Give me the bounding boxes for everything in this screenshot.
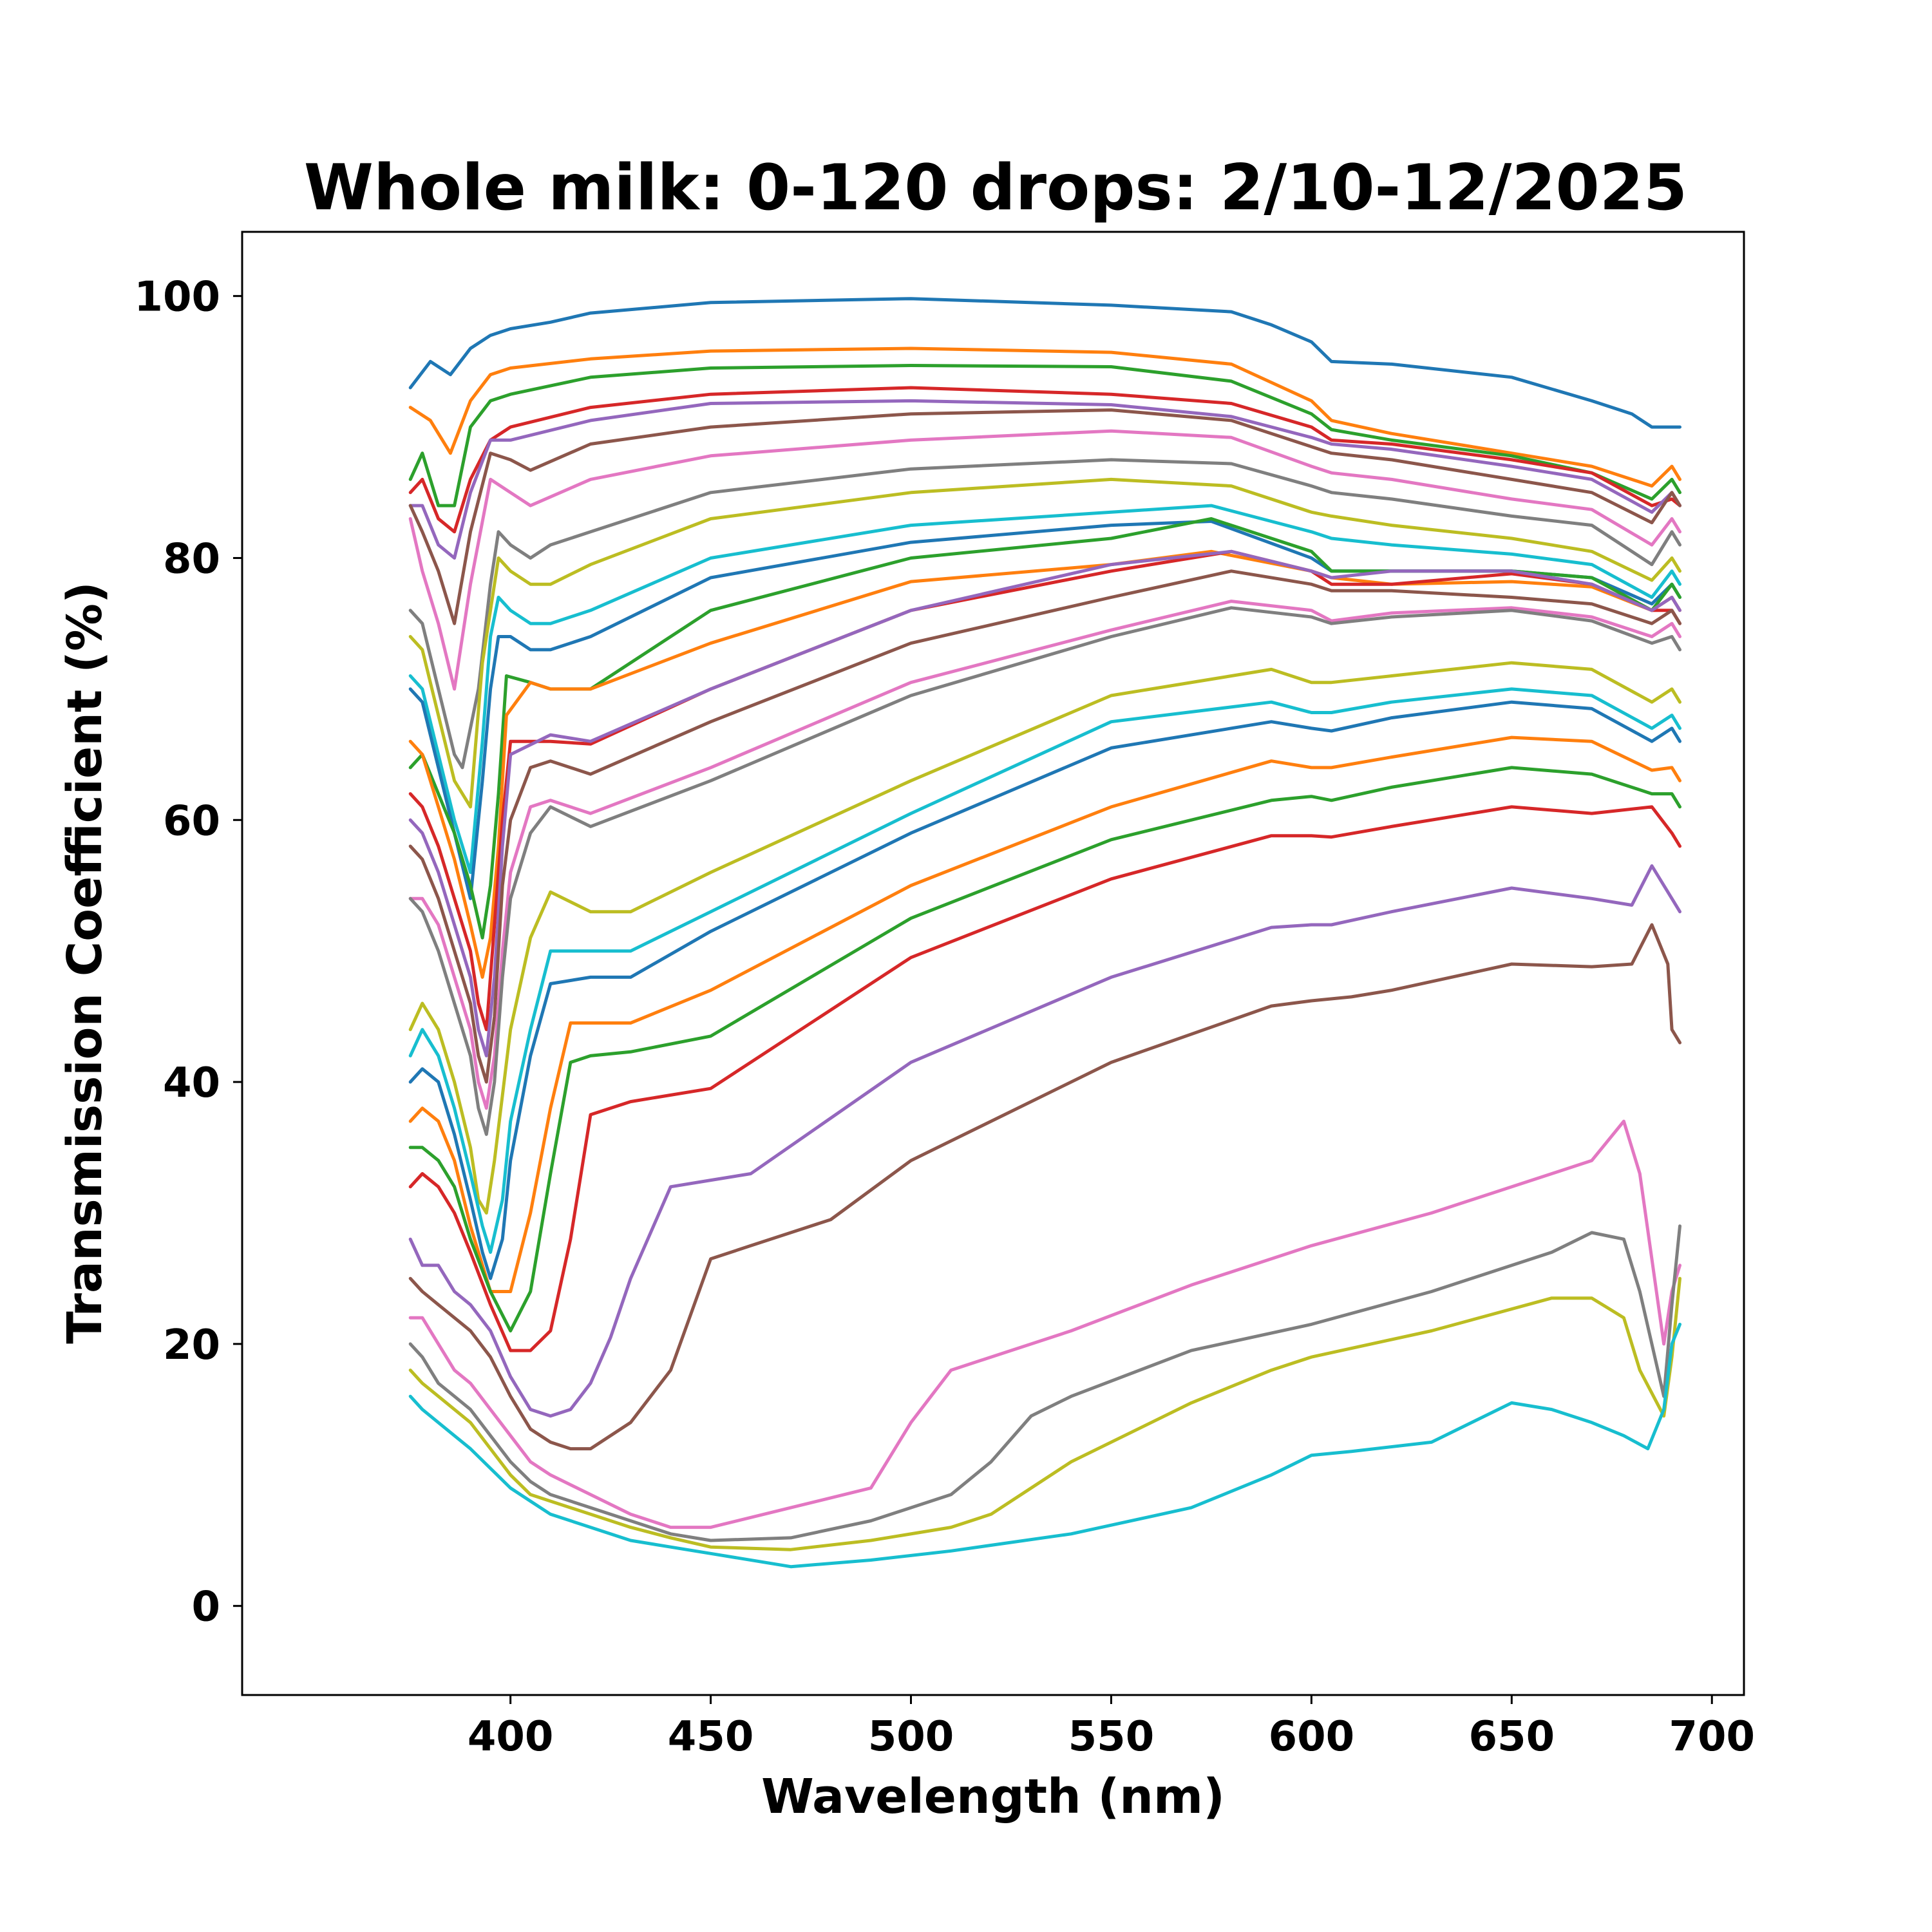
- series-line-25: [408, 864, 1681, 1418]
- series-line-28: [408, 1224, 1681, 1542]
- series-line-9: [408, 477, 1681, 809]
- series-line-24: [408, 805, 1681, 1352]
- series-line-6: [408, 408, 1681, 625]
- x-tick-label: 500: [868, 1713, 954, 1761]
- y-tick-label: 20: [163, 1321, 220, 1369]
- series-line-23: [408, 766, 1681, 1332]
- x-tick-label: 550: [1068, 1713, 1155, 1761]
- x-tick-label: 450: [668, 1713, 754, 1761]
- series-line-27: [408, 1119, 1681, 1530]
- series-line-13: [408, 549, 1681, 979]
- series-line-29: [408, 1276, 1681, 1551]
- series-line-18: [408, 606, 1681, 1136]
- x-tick-label: 650: [1469, 1713, 1555, 1761]
- series-line-2: [408, 346, 1681, 488]
- series-line-5: [408, 399, 1681, 560]
- series-line-20: [408, 687, 1681, 1254]
- series-line-26: [408, 923, 1681, 1451]
- series-line-7: [408, 429, 1681, 691]
- plot-area: [241, 231, 1745, 1696]
- plot-frame: [241, 231, 1745, 1696]
- y-tick-label: 40: [163, 1059, 220, 1107]
- series-line-15: [408, 549, 1681, 1057]
- series-line-19: [408, 661, 1681, 1215]
- chart-title: Whole milk: 0-120 drops: 2/10-12/2025: [304, 151, 1687, 225]
- y-axis: 0 20 40 60 80 100: [134, 274, 242, 1631]
- x-axis-label: Wavelength (nm): [761, 1769, 1225, 1824]
- x-tick-label: 600: [1269, 1713, 1355, 1761]
- series-line-30: [408, 1322, 1681, 1569]
- series-line-10: [408, 504, 1681, 875]
- series-group: [408, 297, 1681, 1569]
- x-tick-label: 400: [468, 1713, 554, 1761]
- series-line-16: [408, 569, 1681, 1084]
- series-line-17: [408, 600, 1681, 1110]
- series-line-21: [408, 700, 1681, 1280]
- y-tick-label: 80: [163, 535, 220, 583]
- x-tick-label: 700: [1669, 1713, 1755, 1761]
- series-line-1: [408, 297, 1681, 429]
- x-axis: 400 450 500 550 600 650 700: [468, 1695, 1755, 1761]
- series-line-8: [408, 458, 1681, 770]
- series-line-4: [408, 386, 1681, 534]
- series-line-22: [408, 735, 1681, 1293]
- y-axis-label: Transmission Coefficient (%): [57, 582, 113, 1344]
- y-tick-label: 100: [134, 274, 220, 321]
- y-tick-label: 60: [163, 797, 220, 845]
- y-tick-label: 0: [191, 1584, 220, 1631]
